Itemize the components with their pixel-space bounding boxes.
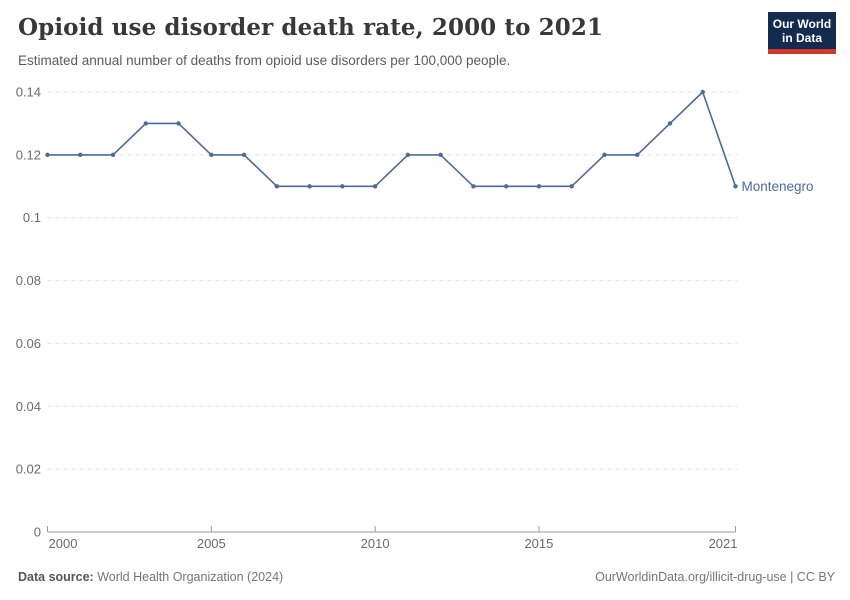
data-point[interactable] — [471, 184, 476, 189]
data-point[interactable] — [733, 184, 738, 189]
y-tick-label: 0.04 — [16, 399, 41, 414]
data-point[interactable] — [602, 152, 607, 158]
data-point[interactable] — [405, 152, 411, 158]
data-point[interactable] — [110, 152, 116, 158]
y-tick-label: 0.14 — [16, 85, 41, 100]
page-subtitle: Estimated annual number of deaths from o… — [18, 53, 511, 68]
data-point[interactable] — [438, 152, 443, 158]
data-point[interactable] — [78, 152, 83, 158]
data-point[interactable] — [340, 184, 345, 189]
y-tick-label: 0.1 — [23, 210, 41, 225]
data-point[interactable] — [143, 121, 148, 126]
data-point[interactable] — [307, 184, 312, 189]
data-point[interactable] — [45, 152, 50, 158]
y-tick-label: 0.06 — [16, 336, 41, 351]
series-end-label: Montenegro — [742, 179, 814, 194]
y-tick-label: 0.12 — [16, 147, 41, 162]
y-tick-label: 0.02 — [16, 462, 41, 477]
data-source-label: Data source: — [18, 570, 94, 584]
data-point[interactable] — [372, 184, 378, 189]
y-tick-label: 0 — [34, 525, 41, 540]
credit-link[interactable]: OurWorldinData.org/illicit-drug-use | CC… — [595, 570, 835, 584]
data-source-value: World Health Organization (2024) — [93, 570, 284, 584]
data-point[interactable] — [209, 152, 214, 158]
data-point[interactable] — [536, 184, 542, 189]
data-point[interactable] — [569, 184, 574, 189]
x-tick-label: 2010 — [361, 536, 390, 551]
series-line[interactable] — [46, 91, 737, 188]
data-point[interactable] — [241, 152, 247, 158]
chart-footer: Data source: World Health Organization (… — [0, 570, 850, 590]
owid-logo[interactable]: Our World in Data — [768, 12, 836, 54]
data-point[interactable] — [635, 152, 640, 158]
page-title: Opioid use disorder death rate, 2000 to … — [18, 14, 604, 41]
data-point[interactable] — [667, 121, 673, 126]
x-tick-label: 2021 — [709, 536, 738, 551]
x-tick-label: 2005 — [197, 536, 226, 551]
data-point[interactable] — [274, 184, 280, 189]
owid-logo-text: Our World in Data — [772, 16, 832, 45]
data-point[interactable] — [176, 121, 181, 126]
data-point[interactable] — [503, 184, 509, 189]
data-point[interactable] — [700, 89, 705, 95]
x-tick-label: 2000 — [49, 536, 78, 551]
data-source: Data source: World Health Organization (… — [18, 570, 283, 584]
x-tick-label: 2015 — [524, 536, 553, 551]
y-tick-label: 0.08 — [16, 273, 41, 288]
